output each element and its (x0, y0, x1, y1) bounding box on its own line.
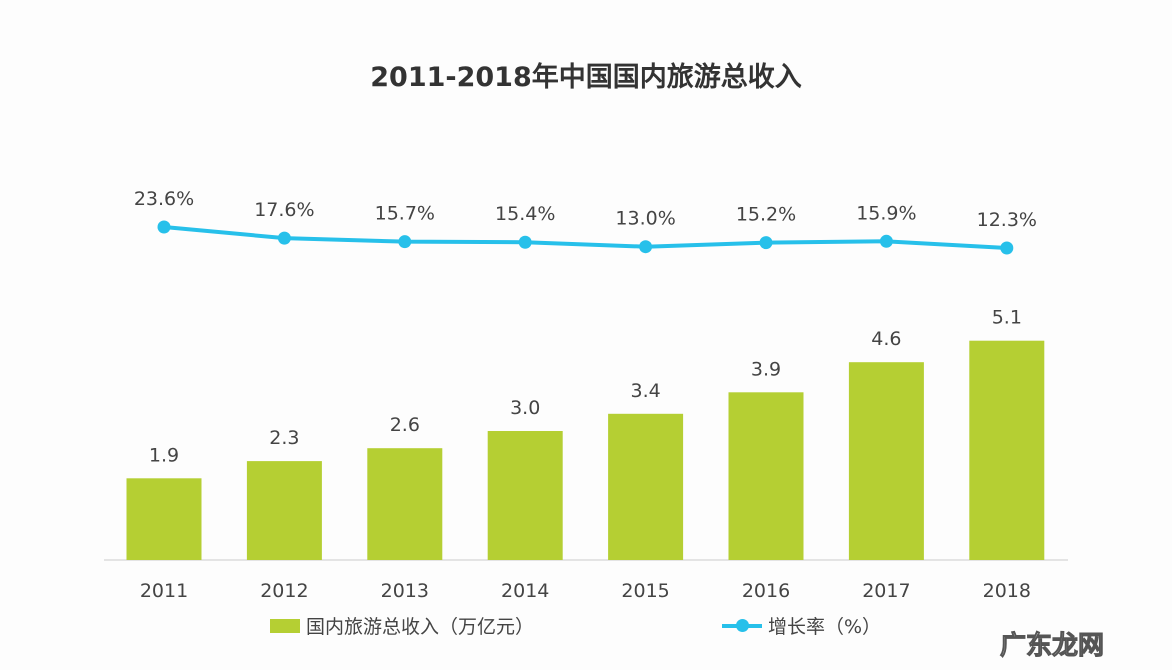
bar-2012 (246, 461, 322, 560)
legend-line-label: 增长率（%） (768, 616, 882, 638)
growth-point-2018 (1000, 241, 1014, 255)
growth-label-2014: 15.4% (495, 203, 555, 225)
chart-title: 2011-2018年中国国内旅游总收入 (370, 62, 802, 93)
x-tick-2017: 2017 (862, 580, 910, 602)
x-tick-2012: 2012 (260, 580, 308, 602)
growth-point-2012 (277, 231, 291, 245)
growth-point-2016 (759, 236, 773, 250)
bar-label-2015: 3.4 (630, 380, 660, 402)
x-tick-2014: 2014 (501, 580, 549, 602)
growth-point-2011 (157, 220, 171, 234)
growth-point-2013 (398, 235, 412, 249)
bar-2018 (969, 340, 1045, 560)
legend-bar-label: 国内旅游总收入（万亿元） (306, 616, 535, 638)
bar-label-2014: 3.0 (510, 397, 540, 419)
bar-2015 (608, 413, 684, 560)
x-tick-2011: 2011 (140, 580, 188, 602)
x-tick-2018: 2018 (983, 580, 1031, 602)
bar-2017 (848, 362, 924, 560)
growth-label-2013: 15.7% (375, 203, 435, 225)
legend-bar: 国内旅游总收入（万亿元） (270, 612, 534, 639)
legend-line-swatch (722, 618, 762, 632)
watermark: 广东龙网 (999, 631, 1105, 662)
bar-2016 (728, 392, 804, 560)
growth-label-2016: 15.2% (736, 204, 796, 226)
bar-label-2013: 2.6 (390, 414, 420, 436)
growth-point-2017 (879, 234, 893, 248)
bar-label-2018: 5.1 (992, 307, 1022, 329)
bar-label-2016: 3.9 (751, 358, 781, 380)
growth-label-2015: 13.0% (615, 208, 675, 230)
growth-label-2018: 12.3% (977, 209, 1037, 231)
bar-label-2011: 1.9 (149, 444, 179, 466)
legend-line: 增长率（%） (722, 612, 881, 639)
growth-point-2015 (639, 240, 653, 254)
bar-label-2017: 4.6 (871, 328, 901, 350)
x-tick-2016: 2016 (742, 580, 790, 602)
bar-2011 (126, 478, 202, 560)
bar-label-2012: 2.3 (269, 427, 299, 449)
x-tick-2013: 2013 (381, 580, 429, 602)
x-tick-2015: 2015 (621, 580, 669, 602)
growth-line (163, 224, 1007, 250)
growth-point-2014 (518, 235, 532, 249)
growth-label-2012: 17.6% (254, 199, 314, 221)
growth-label-2011: 23.6% (134, 188, 194, 210)
growth-label-2017: 15.9% (856, 202, 916, 224)
legend-bar-swatch (270, 618, 300, 633)
bar-2014 (487, 431, 563, 560)
bar-2013 (367, 448, 443, 560)
